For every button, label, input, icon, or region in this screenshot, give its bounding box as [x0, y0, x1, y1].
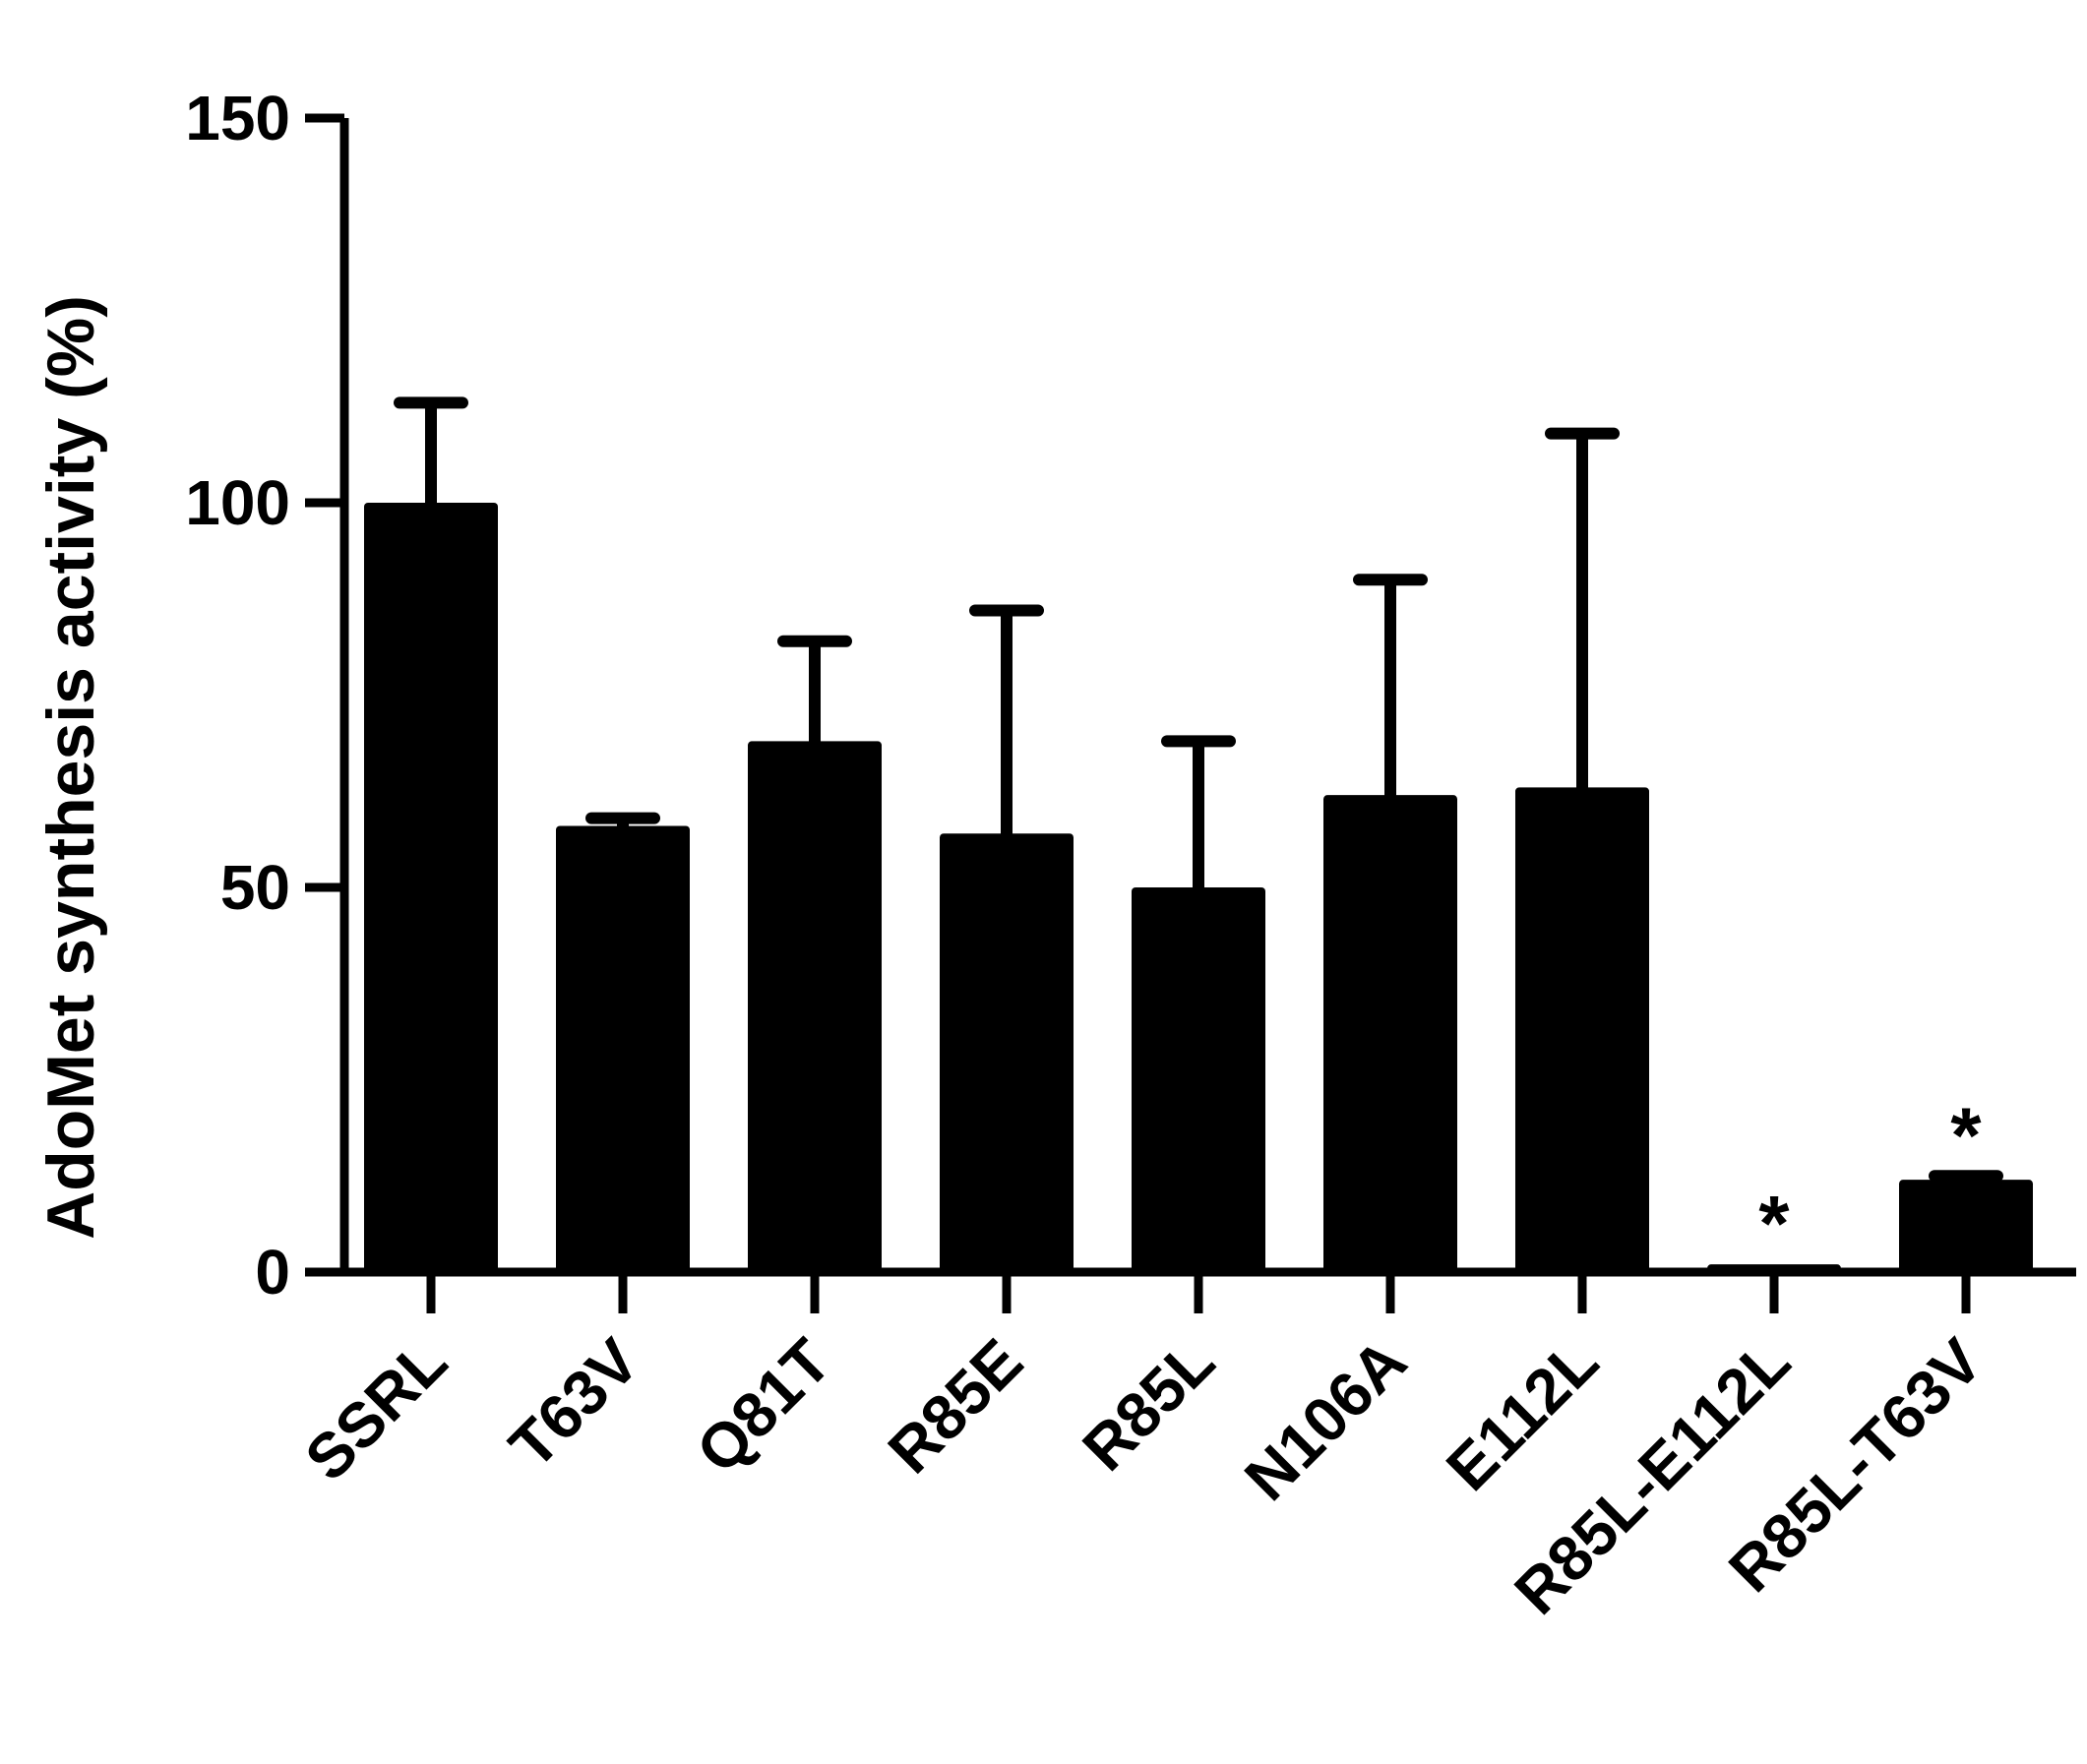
x-tick-label-SSRL: SSRL [291, 1325, 460, 1494]
bars [364, 503, 2033, 1272]
significance-marker-R85L-E112L: * [1758, 1180, 1790, 1267]
x-tick-label-E112L: E112L [1433, 1325, 1612, 1504]
x-tick-label-R85E: R85E [875, 1325, 1036, 1487]
bar-N106A [1323, 795, 1457, 1272]
bar-T63V [556, 825, 690, 1272]
x-tick-label-T63V: T63V [496, 1325, 652, 1482]
bar-SSRL [364, 503, 498, 1272]
y-tick-label-50: 50 [220, 852, 290, 923]
bar-R85L [1132, 887, 1265, 1272]
significance-marker-R85L-T63V: * [1950, 1091, 1982, 1179]
y-tick-label-150: 150 [185, 83, 290, 153]
y-tick-label-100: 100 [185, 467, 290, 538]
x-tick-label-N106A: N106A [1231, 1325, 1420, 1514]
x-tick-label-Q81T: Q81T [683, 1325, 844, 1487]
bar-R85L-T63V [1899, 1180, 2033, 1272]
bar-R85E [940, 833, 1074, 1272]
bar-Q81T [748, 741, 882, 1272]
y-axis-title: AdoMet synthesis activity (%) [33, 295, 108, 1240]
error-bars [394, 396, 2003, 1183]
y-tick-label-0: 0 [255, 1237, 290, 1308]
bar-E112L [1515, 787, 1649, 1272]
x-tick-label-R85L: R85L [1069, 1325, 1228, 1485]
axes [305, 113, 2076, 1313]
